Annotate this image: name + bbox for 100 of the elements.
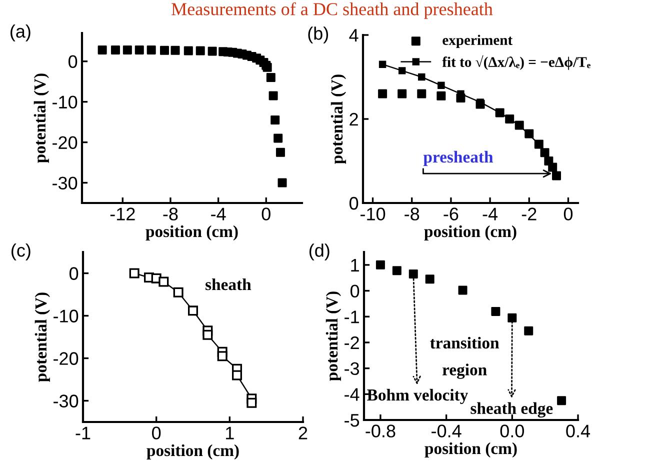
- y-tick-label: -5: [344, 414, 360, 427]
- annotation: transition: [430, 336, 500, 349]
- x-tick-label: 1: [226, 426, 234, 440]
- y-tick-label: -30: [52, 176, 78, 190]
- point: [170, 46, 180, 55]
- point: [134, 46, 144, 54]
- y-tick-label: 0: [68, 55, 78, 68]
- y-tick-label: 1: [351, 259, 359, 272]
- point: [398, 67, 406, 74]
- y-axis-title: potential (V): [330, 74, 346, 164]
- point: [491, 306, 500, 316]
- point: [158, 276, 169, 287]
- point: [524, 326, 534, 336]
- x-tick-label: -0.4: [432, 424, 462, 438]
- y-tick-label: 0: [70, 267, 78, 280]
- y-tick-label: -1: [344, 310, 359, 324]
- point: [378, 89, 388, 98]
- point: [524, 129, 534, 138]
- y-axis-title: potential (V): [34, 292, 50, 382]
- point: [540, 148, 550, 158]
- y-tick-label: -20: [54, 352, 78, 365]
- point: [436, 91, 446, 100]
- annotation: sheath: [206, 278, 252, 290]
- point: [458, 286, 468, 295]
- point: [476, 100, 485, 109]
- point: [376, 260, 385, 270]
- chart-title: (a): [10, 24, 30, 42]
- y-tick-label: -4: [344, 388, 360, 401]
- point: [557, 396, 566, 406]
- point: [98, 46, 107, 54]
- point: [232, 370, 242, 380]
- x-axis-title: position (cm): [424, 225, 516, 240]
- x-tick-label: 0.4: [566, 424, 590, 438]
- x-tick-label: -4: [211, 208, 226, 220]
- point: [438, 82, 445, 90]
- point: [122, 46, 132, 54]
- point: [160, 46, 169, 55]
- point: [278, 178, 287, 188]
- point: [378, 60, 386, 68]
- point: [246, 398, 257, 408]
- y-tick-label: -3: [344, 362, 360, 376]
- point: [408, 269, 418, 278]
- x-tick-label: -8: [404, 208, 420, 220]
- point: [392, 266, 402, 276]
- point: [456, 94, 466, 102]
- y-tick-label: -2: [344, 336, 359, 350]
- point: [274, 134, 283, 143]
- point: [270, 116, 280, 125]
- point: [217, 351, 228, 362]
- annotation: Bohm velocity: [367, 388, 468, 404]
- x-axis-title: position (cm): [146, 444, 239, 460]
- y-tick-label: -30: [54, 394, 78, 408]
- y-axis-title: potential (V): [326, 292, 342, 381]
- point: [202, 330, 213, 340]
- x-tick-label: -4: [482, 208, 498, 220]
- x-tick-label: -8: [163, 208, 178, 220]
- text: Measurements of a DC sheath and presheath: [172, 2, 493, 19]
- x-tick-label: -10: [360, 208, 386, 220]
- annotation: sheath edge: [470, 402, 553, 418]
- point: [184, 46, 193, 56]
- point: [505, 114, 514, 124]
- chart-title: (b): [308, 26, 328, 44]
- y-tick-label: -10: [54, 310, 78, 322]
- y-axis-title: potential (V): [34, 74, 49, 163]
- point: [129, 268, 140, 278]
- point: [173, 287, 184, 298]
- point: [266, 73, 276, 82]
- y-tick-label: 0: [350, 284, 360, 298]
- x-tick-label: 0: [262, 208, 270, 220]
- y-tick-label: -20: [52, 136, 78, 150]
- legend-label: fit to √(Δx/λₑ) = −eΔϕ/Tₑ: [442, 55, 590, 70]
- x-tick-label: 0.0: [500, 424, 524, 438]
- point: [110, 46, 120, 54]
- x-tick-label: 2: [298, 426, 308, 440]
- point: [548, 162, 558, 172]
- point: [196, 46, 205, 56]
- x-axis-title: position (cm): [424, 442, 517, 458]
- x-axis-title: position (cm): [146, 225, 238, 240]
- point: [425, 274, 434, 284]
- y-tick-label: -10: [52, 96, 78, 109]
- x-tick-label: 0: [564, 208, 573, 220]
- x-tick-label: -2: [522, 208, 536, 220]
- annotation: presheath: [423, 150, 494, 166]
- point: [208, 46, 217, 56]
- legend-label: experiment: [442, 34, 513, 48]
- point: [417, 89, 426, 98]
- point: [508, 313, 517, 322]
- chart-title: (c): [12, 244, 30, 260]
- annotation: region: [442, 364, 487, 379]
- y-tick-label: 4: [349, 29, 358, 42]
- x-tick-label: -6: [444, 208, 458, 220]
- x-tick-label: 0: [152, 426, 161, 440]
- point: [276, 148, 285, 157]
- point: [268, 91, 278, 100]
- point: [418, 73, 426, 81]
- chart-title: (d): [309, 244, 330, 260]
- x-tick-label: -12: [110, 208, 135, 220]
- point: [188, 306, 198, 316]
- y-tick-label: 0: [350, 196, 358, 210]
- x-tick-label: -0.8: [366, 424, 396, 438]
